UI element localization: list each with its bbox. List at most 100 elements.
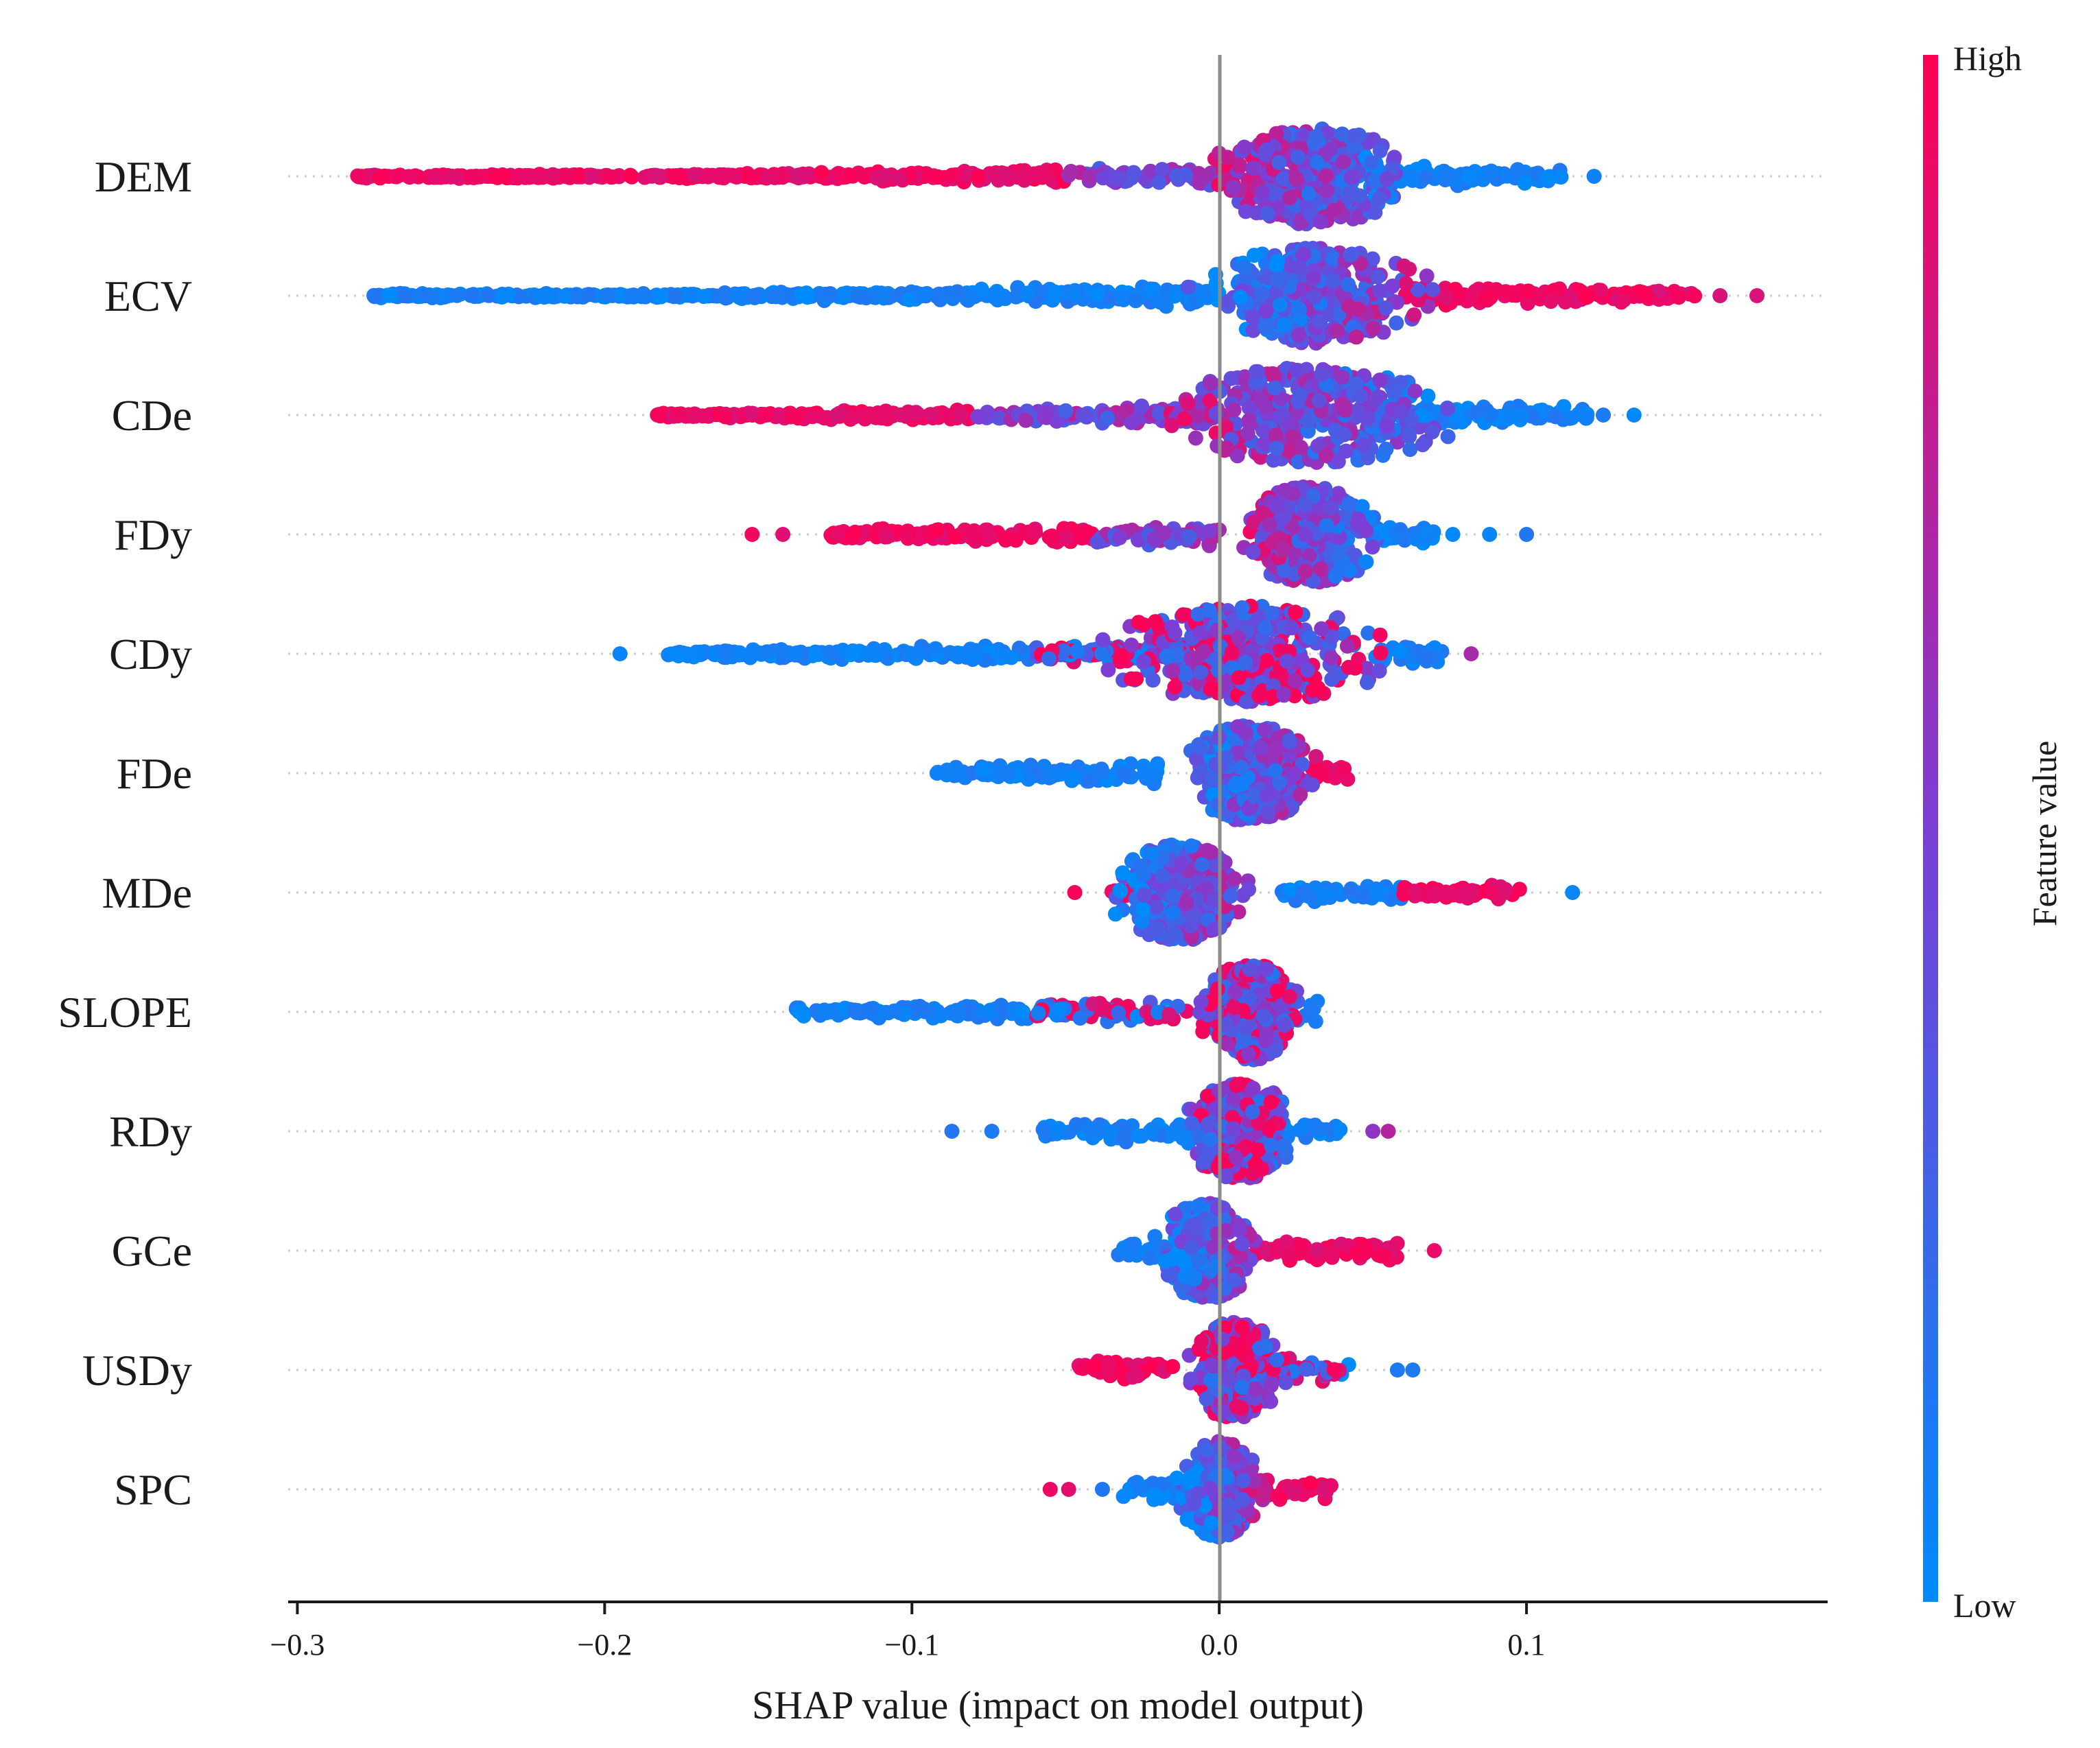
point-dem	[759, 169, 775, 185]
point-dem	[527, 169, 543, 185]
point-cdy	[1284, 620, 1299, 636]
point-dem	[1326, 202, 1341, 218]
point-mde	[1241, 882, 1256, 897]
point-dem	[1275, 171, 1291, 187]
point-ecv	[1330, 323, 1345, 338]
point-fdy	[744, 527, 760, 542]
point-ecv	[799, 290, 815, 305]
point-dem	[648, 167, 664, 183]
point-cdy	[1041, 651, 1057, 667]
point-cde	[1334, 369, 1350, 385]
point-cde	[1301, 413, 1316, 429]
point-mde	[1168, 928, 1184, 943]
point-cdy	[904, 646, 919, 662]
point-fdy	[1312, 561, 1328, 577]
point-dem	[1323, 141, 1338, 157]
point-ecv	[1370, 269, 1386, 285]
point-fde	[1000, 766, 1015, 781]
point-ecv	[1257, 318, 1273, 334]
point-dem	[1301, 186, 1317, 202]
point-cdy	[858, 646, 873, 661]
point-mde	[1173, 855, 1189, 871]
point-cdy	[1301, 630, 1317, 646]
point-cdy	[670, 648, 686, 663]
point-ecv	[1671, 290, 1686, 305]
point-ecv	[540, 288, 556, 304]
point-ecv	[1312, 314, 1328, 329]
point-fdy	[1297, 563, 1313, 579]
point-fdy	[1059, 530, 1074, 546]
point-ecv	[366, 289, 382, 305]
point-cdy	[773, 642, 789, 657]
point-fdy	[1358, 554, 1374, 569]
point-ecv	[823, 286, 838, 301]
point-ecv	[1465, 287, 1480, 303]
point-dem	[1082, 169, 1097, 185]
point-cdy	[1193, 665, 1208, 681]
point-fde	[1192, 740, 1208, 755]
point-mde	[1144, 846, 1159, 862]
point-cdy	[1224, 645, 1240, 661]
point-cdy	[1113, 648, 1129, 663]
point-ecv	[1419, 268, 1435, 284]
point-mde	[1484, 885, 1500, 900]
point-cdy	[1259, 652, 1275, 668]
point-cde	[1393, 404, 1409, 420]
point-cde	[1440, 429, 1456, 445]
point-ecv	[1277, 317, 1292, 333]
point-cdy	[835, 642, 851, 658]
point-cdy	[1371, 663, 1387, 679]
point-cde	[783, 409, 799, 425]
feature-row-gridlines	[288, 175, 1828, 1491]
point-ecv	[666, 289, 682, 305]
point-dem	[1309, 154, 1325, 170]
point-dem	[1313, 214, 1328, 230]
point-fdy	[880, 528, 895, 543]
point-dem	[1342, 185, 1358, 200]
point-ecv	[449, 287, 465, 303]
point-cde	[687, 408, 703, 423]
point-cdy	[1264, 605, 1279, 621]
point-dem	[1154, 162, 1170, 177]
point-mde	[1165, 905, 1181, 921]
point-fdy	[1245, 544, 1261, 560]
point-ecv	[1616, 292, 1632, 308]
point-cde	[1266, 380, 1282, 396]
point-cde	[893, 407, 909, 423]
point-cde	[863, 407, 879, 423]
point-cde	[1268, 427, 1284, 443]
point-dem	[427, 169, 443, 185]
point-ecv	[1291, 327, 1306, 343]
point-fdy	[1089, 534, 1105, 550]
point-dem	[1372, 143, 1388, 158]
point-dem	[744, 169, 759, 185]
point-dem	[1220, 150, 1235, 165]
point-fde	[1259, 788, 1275, 803]
point-ecv	[381, 287, 397, 303]
point-fdy	[1519, 527, 1535, 542]
point-ecv	[634, 289, 650, 305]
point-dem	[497, 168, 512, 184]
point-dem	[728, 169, 744, 185]
point-dem	[1367, 204, 1383, 220]
point-ecv	[1498, 285, 1513, 300]
point-fdy	[1157, 525, 1172, 541]
point-ecv	[1149, 292, 1165, 307]
point-cde	[1483, 408, 1499, 423]
point-fde	[1246, 788, 1262, 804]
point-dem	[464, 169, 480, 185]
point-cde	[816, 410, 832, 426]
point-ecv	[1325, 250, 1341, 266]
point-ecv	[1410, 282, 1426, 298]
point-cde	[670, 406, 686, 422]
point-cdy	[928, 641, 943, 657]
point-dem	[1510, 162, 1526, 178]
point-cde	[923, 407, 939, 423]
point-dem	[1345, 169, 1361, 185]
point-cde	[1513, 409, 1529, 425]
point-ecv	[1365, 251, 1380, 267]
point-cdy	[1209, 622, 1225, 638]
point-ecv	[974, 281, 989, 297]
point-cdy	[1463, 646, 1479, 661]
point-fdy	[898, 527, 913, 543]
